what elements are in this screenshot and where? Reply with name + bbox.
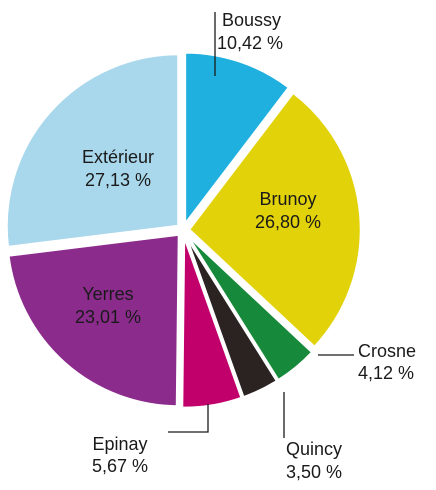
slice-value-label: 27,13 % — [85, 170, 151, 190]
leader-line — [168, 404, 209, 433]
slice-label: Brunoy — [259, 189, 316, 209]
pie-slice — [184, 234, 279, 400]
slice-value-label: 3,50 % — [286, 462, 342, 482]
slice-value-label: 26,80 % — [255, 212, 321, 232]
pie-slice — [6, 233, 181, 408]
slice-value-label: 10,42 % — [217, 33, 283, 53]
slice-label: Crosne — [358, 341, 416, 361]
slice-label: Yerres — [82, 284, 133, 304]
pie-slice — [180, 235, 244, 410]
slice-value-label: 23,01 % — [75, 307, 141, 327]
slice-label: Boussy — [222, 10, 281, 30]
pie-slice — [185, 233, 315, 382]
pie-slice — [187, 90, 363, 349]
slice-label: Quincy — [286, 439, 342, 459]
slice-value-label: 4,12 % — [358, 363, 414, 383]
slice-label: Extérieur — [82, 147, 154, 167]
slice-label: Epinay — [92, 434, 147, 454]
pie-slice — [183, 51, 291, 229]
pie — [5, 51, 363, 410]
slice-value-label: 5,67 % — [92, 456, 148, 476]
pie-slice — [5, 52, 180, 249]
leader-lines — [168, 12, 354, 438]
